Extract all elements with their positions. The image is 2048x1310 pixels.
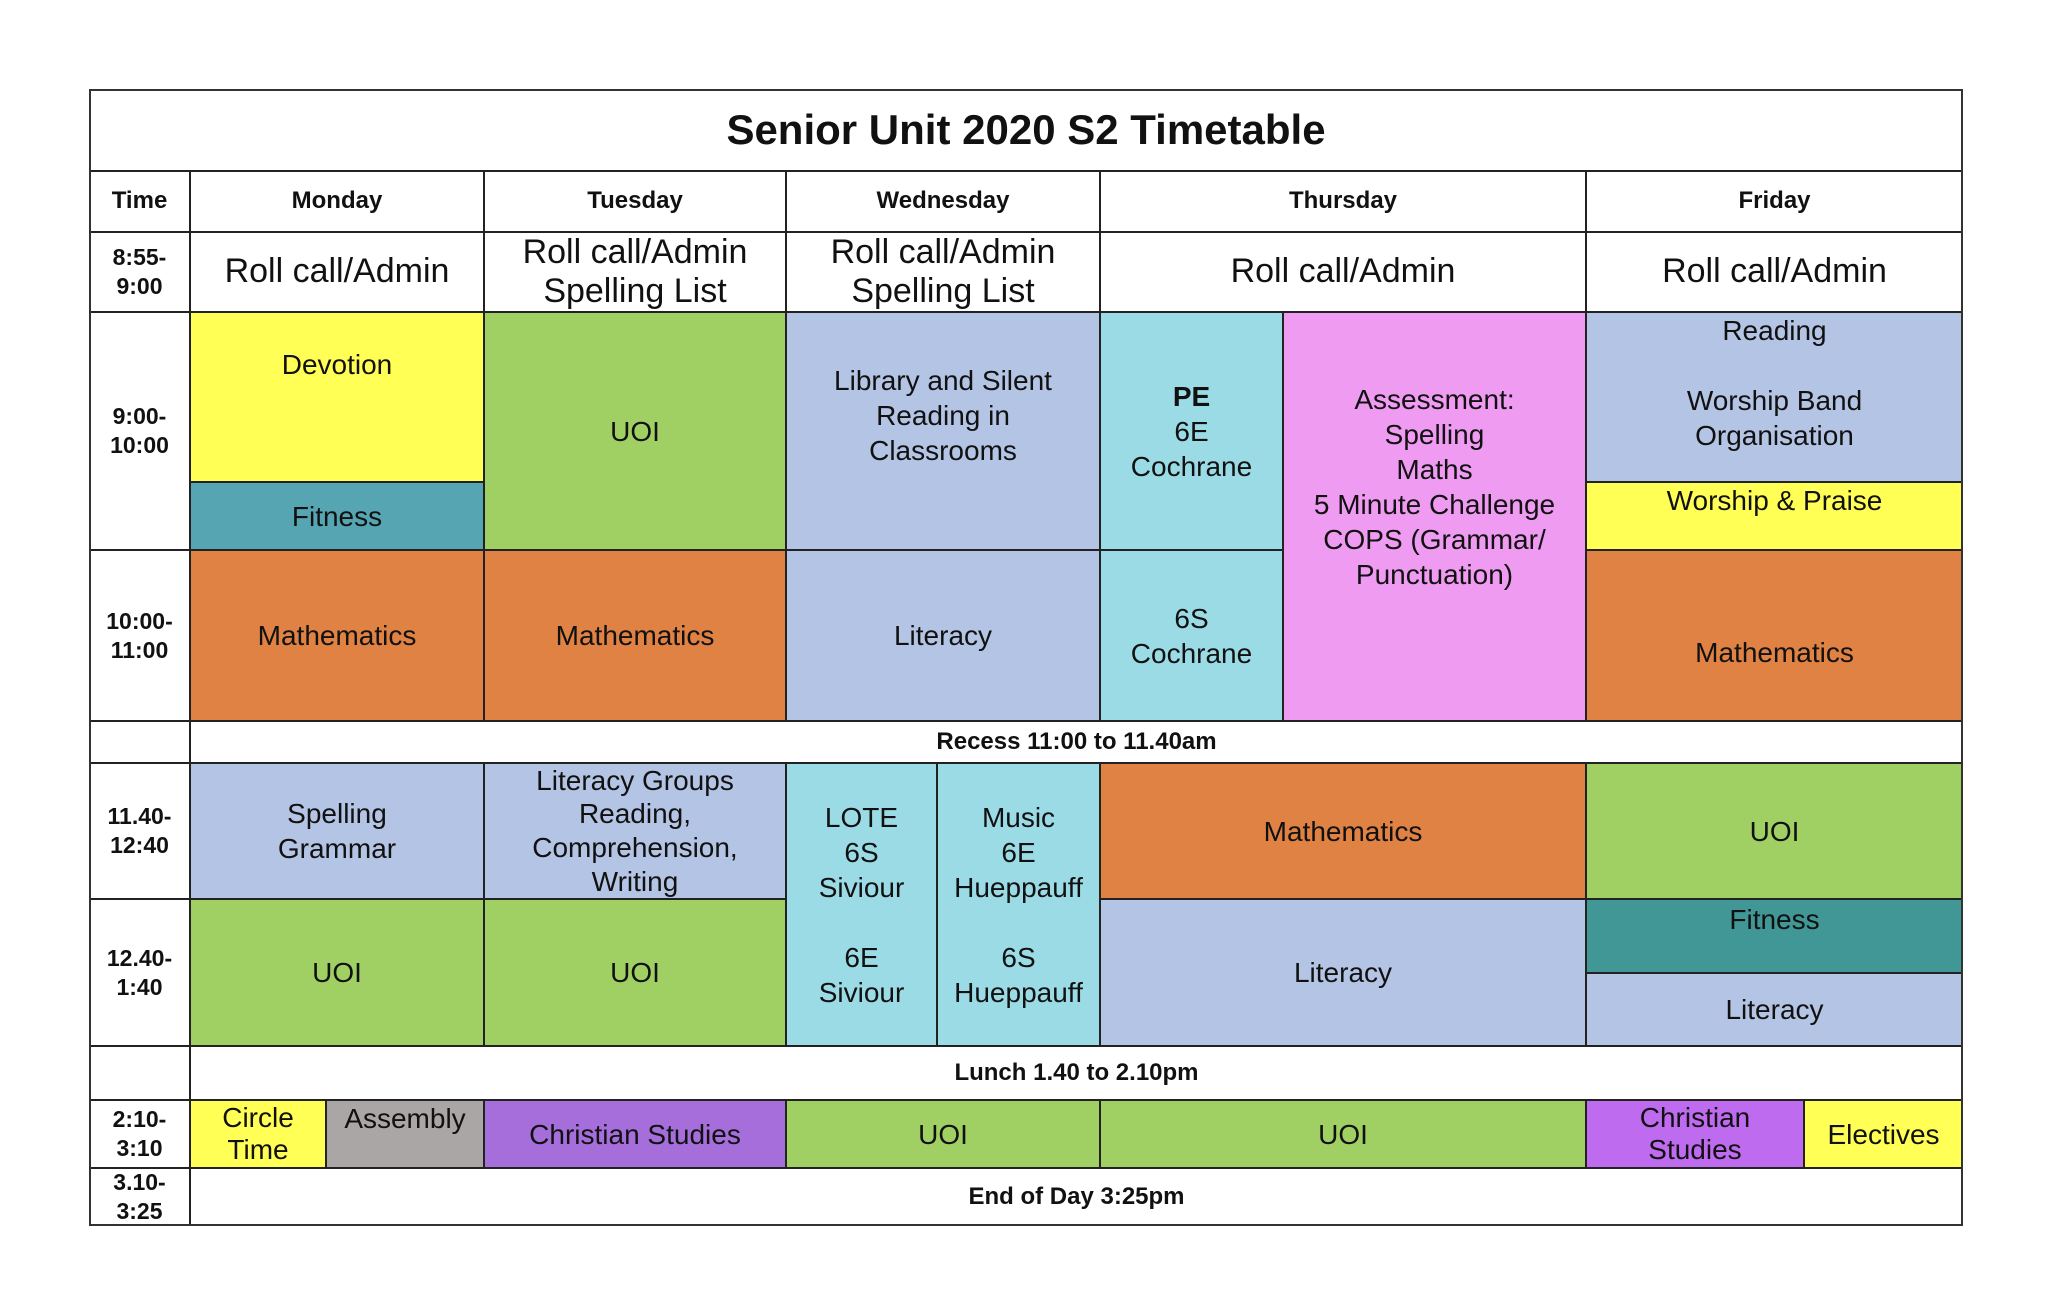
monday-circle-time: Circle Time [190,1100,326,1168]
tuesday-literacy-groups: Literacy Groups Reading, Comprehension, … [484,763,786,899]
tuesday-christian-studies: Christian Studies [484,1100,786,1168]
friday-electives: Electives [1804,1100,1963,1168]
wednesday-lote: LOTE 6S Siviour 6E Siviour [786,763,937,1046]
tuesday-mathematics: Mathematics [484,550,786,721]
thursday-pe-6s: 6S Cochrane [1100,550,1283,721]
wednesday-literacy: Literacy [786,550,1100,721]
wednesday-library-reading: Library and Silent Reading in Classrooms [786,312,1100,550]
friday-worship-praise: Worship & Praise [1586,482,1963,550]
time-slot-0855: 8:55- 9:00 [89,232,190,312]
time-slot-0310: 3.10- 3:25 [89,1168,190,1226]
header-time: Time [89,171,190,232]
friday-fitness: Fitness [1586,899,1963,973]
rollcall-tuesday: Roll call/Admin Spelling List [484,232,786,312]
time-slot-lunch [89,1046,190,1100]
rollcall-monday: Roll call/Admin [190,232,484,312]
thursday-mathematics: Mathematics [1100,763,1586,899]
tuesday-uoi-midday: UOI [484,899,786,1046]
end-of-day-banner: End of Day 3:25pm [190,1168,1963,1226]
friday-literacy: Literacy [1586,973,1963,1046]
tuesday-uoi: UOI [484,312,786,550]
wednesday-music: Music 6E Hueppauff 6S Hueppauff [937,763,1100,1046]
time-slot-1240: 12.40- 1:40 [89,899,190,1046]
thursday-assessment: Assessment: Spelling Maths 5 Minute Chal… [1283,312,1586,721]
monday-devotion: Devotion [190,312,484,482]
header-tuesday: Tuesday [484,171,786,232]
thursday-pe-6e-label: 6E Cochrane [1130,415,1253,482]
rollcall-friday: Roll call/Admin [1586,232,1963,312]
monday-assembly: Assembly [326,1100,484,1168]
monday-spelling-grammar: Spelling Grammar [190,763,484,899]
time-slot-0900: 9:00- 10:00 [89,312,190,550]
time-slot-0210: 2:10- 3:10 [89,1100,190,1168]
wednesday-uoi-afternoon: UOI [786,1100,1100,1168]
timetable-title: Senior Unit 2020 S2 Timetable [89,89,1963,171]
monday-uoi: UOI [190,899,484,1046]
monday-fitness: Fitness [190,482,484,550]
header-friday: Friday [1586,171,1963,232]
thursday-uoi-afternoon: UOI [1100,1100,1586,1168]
thursday-pe-title: PE [1172,380,1211,412]
lunch-banner: Lunch 1.40 to 2.10pm [190,1046,1963,1100]
thursday-literacy: Literacy [1100,899,1586,1046]
rollcall-thursday: Roll call/Admin [1100,232,1586,312]
friday-christian-studies: Christian Studies [1586,1100,1804,1168]
recess-banner: Recess 11:00 to 11.40am [190,721,1963,763]
header-thursday: Thursday [1100,171,1586,232]
thursday-pe-6e: PE 6E Cochrane [1100,312,1283,550]
rollcall-wednesday: Roll call/Admin Spelling List [786,232,1100,312]
header-monday: Monday [190,171,484,232]
friday-mathematics: Mathematics [1586,550,1963,721]
monday-mathematics: Mathematics [190,550,484,721]
friday-reading-worship-band: Reading Worship Band Organisation [1586,312,1963,482]
header-wednesday: Wednesday [786,171,1100,232]
friday-uoi: UOI [1586,763,1963,899]
time-slot-1000: 10:00- 11:00 [89,550,190,721]
time-slot-recess [89,721,190,763]
time-slot-1140: 11.40- 12:40 [89,763,190,899]
